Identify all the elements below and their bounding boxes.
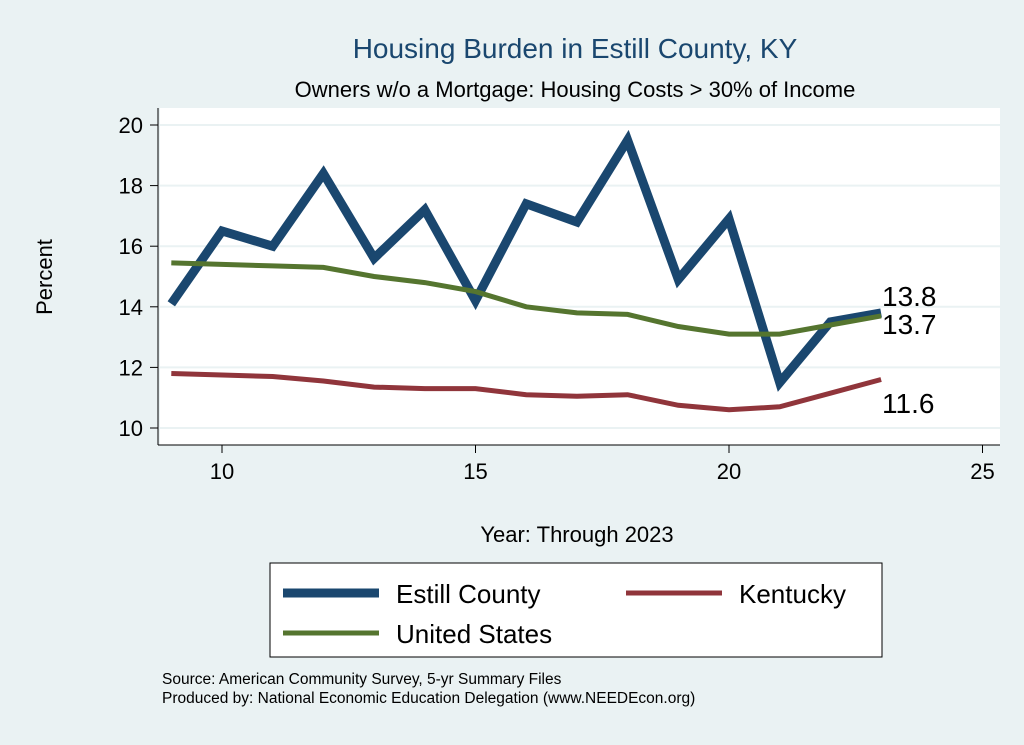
legend-label: Kentucky <box>739 579 846 609</box>
chart-subtitle: Owners w/o a Mortgage: Housing Costs > 3… <box>295 77 856 102</box>
y-tick-label: 20 <box>119 113 143 138</box>
y-tick-label: 12 <box>119 355 143 380</box>
legend-label: Estill County <box>396 579 541 609</box>
y-tick-label: 18 <box>119 174 143 199</box>
legend-label: United States <box>396 619 552 649</box>
series-line-kentucky <box>171 371 882 413</box>
y-tick-label: 16 <box>119 234 143 259</box>
x-tick-label: 25 <box>970 459 994 484</box>
chart-title: Housing Burden in Estill County, KY <box>353 33 798 64</box>
series-line-estill-county <box>167 129 882 392</box>
end-label: 11.6 <box>882 388 934 419</box>
x-tick-label: 20 <box>717 459 741 484</box>
y-tick-label: 14 <box>119 295 143 320</box>
x-axis-label: Year: Through 2023 <box>480 522 673 547</box>
source-note: Source: American Community Survey, 5-yr … <box>162 671 562 688</box>
plot-area <box>160 108 1000 445</box>
x-tick-label: 15 <box>463 459 487 484</box>
end-label: 13.7 <box>882 309 937 340</box>
produced-note: Produced by: National Economic Education… <box>162 690 696 707</box>
end-label: 13.8 <box>882 281 937 312</box>
series-line-united-states <box>171 260 882 337</box>
legend: Estill County Kentucky United States <box>269 562 883 658</box>
y-axis-label: Percent <box>32 239 57 315</box>
y-tick-label: 10 <box>119 416 143 441</box>
x-tick-label: 10 <box>210 459 234 484</box>
